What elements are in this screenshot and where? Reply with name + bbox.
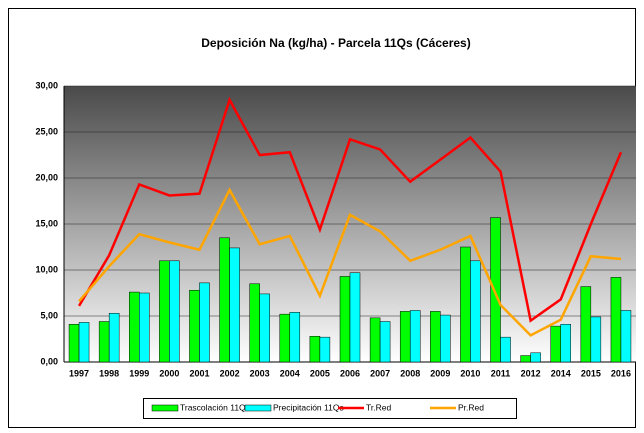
bar [68, 324, 80, 363]
bar [369, 317, 381, 363]
bar [610, 277, 622, 363]
bar [550, 325, 561, 363]
x-tick-label: 2009 [430, 368, 450, 378]
x-tick-label: 2008 [400, 368, 420, 378]
x-tick-label: 2016 [611, 368, 631, 378]
bar [249, 283, 260, 363]
chart-title: Deposición Na (kg/ha) - Parcela 11Qs (Cá… [201, 36, 470, 50]
bar [229, 247, 240, 363]
x-tick-label: 2014 [551, 368, 571, 378]
bar [199, 282, 210, 363]
bar [409, 310, 421, 363]
bar [470, 260, 481, 363]
legend-label: Tr.Red [366, 402, 391, 412]
y-tick-label: 10,00 [35, 264, 58, 274]
bar [189, 289, 200, 363]
x-tick-label: 2003 [250, 368, 270, 378]
bar [98, 321, 110, 363]
x-tick-label: 1997 [69, 368, 89, 378]
x-tick-label: 1998 [99, 368, 119, 378]
bar [159, 260, 170, 363]
bar [139, 292, 150, 363]
x-tick-label: 2006 [340, 368, 360, 378]
x-tick-label: 2011 [491, 368, 511, 378]
legend-swatch [244, 404, 272, 412]
y-tick-label: 5,00 [40, 310, 58, 320]
line-series [77, 96, 623, 323]
bar [379, 321, 391, 363]
bar [590, 316, 602, 363]
x-tick-label: 2010 [460, 368, 480, 378]
bar [399, 311, 411, 363]
bar [219, 237, 230, 363]
bar [530, 352, 541, 363]
bar [490, 217, 501, 363]
bar [430, 311, 441, 363]
line-series [78, 187, 622, 337]
bar [339, 276, 351, 363]
bar [500, 336, 511, 363]
bar [460, 246, 471, 363]
x-tick-label: 2000 [159, 368, 179, 378]
legend-label: Pr.Red [458, 402, 484, 412]
x-tick-label: 2001 [189, 368, 209, 378]
x-tick-label: 2004 [280, 368, 300, 378]
bar [129, 291, 140, 363]
y-tick-label: 20,00 [35, 172, 58, 182]
bar [78, 322, 90, 363]
y-tick-label: 25,00 [35, 126, 58, 136]
y-tick-label: 0,00 [40, 356, 58, 366]
y-tick-label: 15,00 [35, 218, 58, 228]
legend-label: Trascolación 11Qs [180, 402, 250, 412]
bar [309, 335, 321, 363]
bar [580, 286, 592, 363]
x-tick-label: 1999 [129, 368, 149, 378]
bar [259, 293, 270, 363]
bar [169, 260, 180, 363]
legend-label: Precipitación 11Qs [273, 402, 344, 412]
bar [520, 355, 531, 363]
legend-swatch [151, 404, 179, 412]
x-tick-label: 2002 [220, 368, 240, 378]
bar [319, 336, 331, 363]
bar [560, 324, 571, 363]
bar [289, 312, 301, 363]
x-tick-label: 2007 [370, 368, 390, 378]
x-tick-label: 2005 [310, 368, 330, 378]
bar [349, 272, 361, 363]
bar [279, 313, 291, 363]
bar [108, 312, 120, 363]
bar [440, 314, 451, 363]
legend-box [143, 398, 517, 419]
x-tick-label: 2012 [521, 368, 541, 378]
x-tick-label: 2015 [581, 368, 601, 378]
y-tick-label: 30,00 [35, 80, 58, 90]
bar [620, 310, 632, 363]
